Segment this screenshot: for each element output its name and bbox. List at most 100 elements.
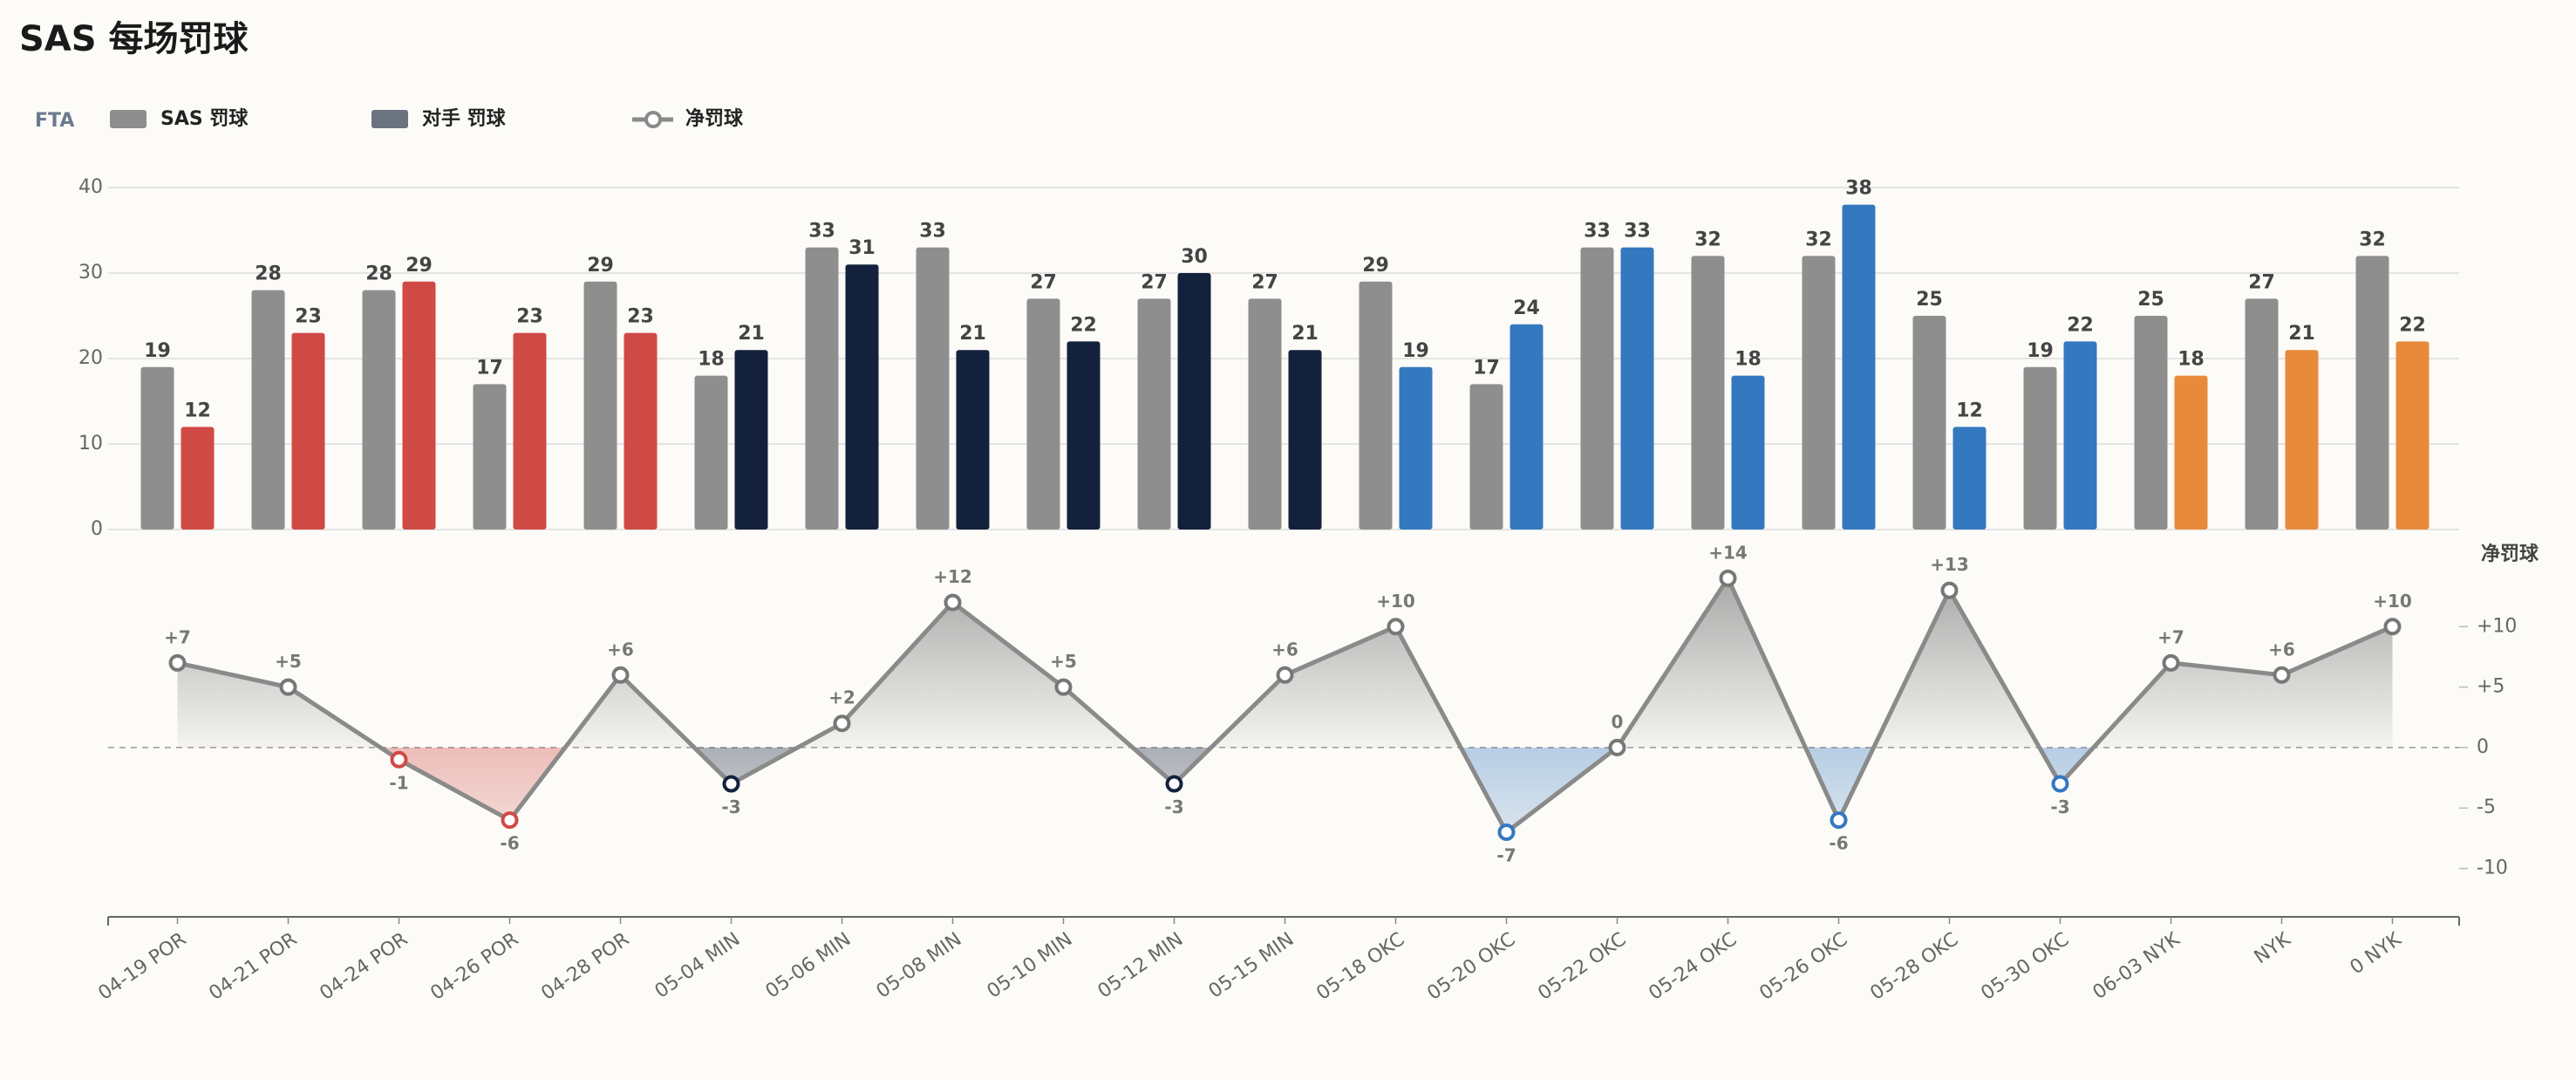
bar [362,290,396,530]
legend-swatch [371,110,408,128]
bar-value-label: 24 [1513,297,1540,319]
net-marker [2273,666,2291,684]
x-tick-label: 05-06 MIN [762,928,855,1002]
x-tick-label: 0 NYK [2347,928,2406,979]
net-value-label: +10 [2373,591,2412,612]
bar-value-label: 29 [587,255,614,277]
bar [402,281,436,530]
bar-value-label: 22 [2067,314,2094,336]
bar-value-label: 29 [405,255,433,277]
bar-value-label: 19 [1402,340,1429,362]
bar [140,366,174,530]
x-tick-label: 06-03 NYK [2089,928,2184,1004]
bar [2134,316,2168,530]
net-marker [1497,823,1516,841]
x-tick-label: 05-12 MIN [1094,928,1188,1002]
bar [251,290,285,530]
net-marker [2051,775,2069,793]
bar [2174,375,2208,530]
y2-tick-label: +5 [2477,676,2504,698]
bar [1469,384,1503,530]
bar-value-label: 25 [1916,289,1943,311]
net-marker [1165,775,1183,793]
y2-tick-label: +10 [2477,615,2517,637]
x-tick-label: 05-20 OKC [1423,928,1519,1004]
net-marker [944,593,962,612]
net-marker [611,666,630,684]
bar-value-label: 21 [2288,323,2315,345]
net-value-label: +13 [1930,554,1969,575]
bar-value-label: 27 [1251,271,1278,293]
bar [1620,247,1654,530]
area-above [1728,578,1839,748]
bar-value-label: 32 [1805,229,1832,250]
area-above [620,674,732,748]
bar [694,375,728,530]
x-tick-label: 04-26 POR [426,928,522,1004]
bar [1359,281,1393,530]
net-value-label: -3 [1164,796,1183,817]
bar-value-label: 18 [2177,349,2205,371]
x-tick-label: 05-15 MIN [1205,928,1298,1002]
bar-value-label: 27 [1141,271,1168,293]
area-above [952,602,1064,748]
bar [1177,273,1211,530]
net-marker [390,750,408,769]
y2-axis-title: 净罚球 [2481,543,2539,565]
bar-value-label: 30 [1181,246,1208,268]
bar [1026,298,1060,530]
bar [734,350,768,530]
net-marker [1387,618,1405,636]
bar-value-label: 21 [959,323,986,345]
bar-value-label: 18 [1734,349,1762,371]
net-marker [1054,678,1073,696]
net-marker [1608,738,1626,756]
legend-swatch [110,110,147,128]
y-tick-label: 0 [91,518,103,540]
bar-value-label: 17 [476,357,503,379]
bar [1802,256,1836,530]
x-tick-label: 04-24 POR [316,928,412,1004]
bar [473,384,507,530]
y-axis-title: FTA [35,110,74,132]
bar-value-label: 32 [1694,229,1721,250]
bar [2355,256,2389,530]
area-above [288,687,399,748]
net-value-label: +14 [1708,542,1748,563]
net-marker [722,775,740,793]
bar-value-label: 27 [1030,271,1057,293]
bar [181,427,215,530]
net-marker [2383,618,2402,636]
net-value-label: -7 [1496,844,1516,865]
area-above [509,674,621,748]
legend-marker [644,111,662,128]
net-marker [1719,569,1737,587]
net-value-label: +2 [828,687,855,708]
area-above [1285,626,1396,748]
x-tick-label: 04-19 POR [94,928,190,1004]
bar-value-label: 33 [808,221,835,243]
bar [845,264,879,530]
bar [1580,247,1614,530]
bar [1842,204,1876,530]
x-tick-label: 04-28 POR [537,928,633,1004]
net-value-label: -3 [2050,796,2069,817]
area-above [2281,626,2393,748]
bar-value-label: 33 [919,221,946,243]
x-tick-label: 05-24 OKC [1645,928,1741,1004]
net-value-label: +5 [1050,651,1077,672]
x-tick-label: 05-22 OKC [1534,928,1630,1004]
bar [624,332,658,530]
bar-value-label: 38 [1845,178,1872,200]
y2-tick-label: -10 [2477,858,2508,879]
net-marker [1940,581,1959,599]
bar-value-label: 33 [1584,221,1611,243]
bar [2285,350,2319,530]
area-above [1838,590,1950,748]
area-below [1461,747,1507,832]
net-value-label: +10 [1376,591,1415,612]
net-marker [279,678,297,696]
net-marker [168,653,187,672]
bar-value-label: 23 [627,306,654,328]
net-value-label: 0 [1612,711,1624,732]
